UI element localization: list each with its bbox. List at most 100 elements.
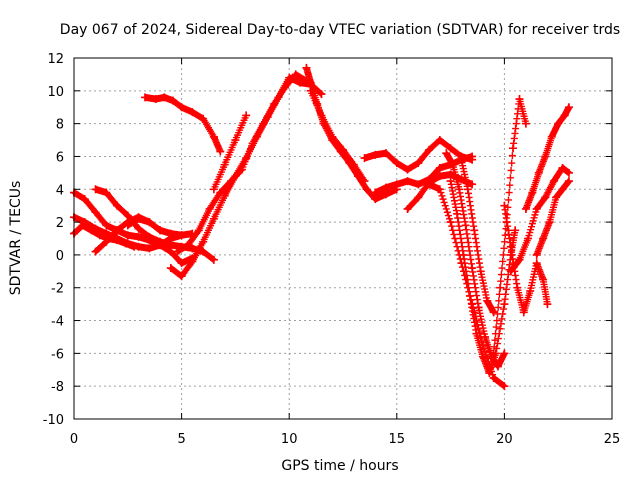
data-point [558,163,567,172]
data-point [403,165,412,174]
y-tick-label: 8 [56,118,64,133]
data-point [558,185,567,194]
y-tick-label: 0 [56,249,64,264]
series-arc-12 [306,86,369,186]
series-arc-7 [141,93,225,156]
y-tick-label: 6 [56,150,64,165]
data-point [496,283,505,292]
data-point [500,349,509,358]
data-point [123,231,132,240]
data-point [177,231,186,240]
data-point [521,204,530,213]
data-point [470,226,479,235]
data-point [362,185,371,194]
data-point [476,267,485,276]
data-point [489,373,498,382]
data-point [145,244,154,253]
data-point [242,111,251,120]
data-point [156,226,165,235]
data-point [91,185,100,194]
data-point [177,259,186,268]
data-point [474,303,483,312]
data-point [465,291,474,300]
data-point [360,154,369,163]
data-point [478,352,487,361]
series-arc-10 [209,111,251,194]
data-point [302,63,311,72]
data-point [468,152,477,161]
data-point [564,168,573,177]
data-point [554,119,563,128]
data-point [545,218,554,227]
data-point-markers [141,93,224,156]
data-point [541,193,550,202]
data-point [382,149,391,158]
data-point [184,241,193,250]
data-point [166,229,175,238]
data-point [435,163,444,172]
data-point [435,172,444,181]
data-point [541,152,550,161]
data-point [509,144,518,153]
data-point [506,267,515,276]
data-point [141,93,150,102]
data-point [526,287,535,296]
x-tick-label: 15 [389,432,406,447]
series-arc-13 [360,136,477,174]
data-point [259,119,268,128]
data-point-markers [302,64,401,203]
data-point [166,264,175,273]
data-point [543,300,552,309]
x-tick-label: 0 [70,432,78,447]
data-point [209,255,218,264]
y-tick-label: -2 [51,282,64,297]
data-point [371,150,380,159]
data-point [547,132,556,141]
data-point [511,226,520,235]
data-point [485,369,494,378]
data-point [564,177,573,186]
y-tick-label: 4 [56,183,64,198]
data-point [188,244,197,253]
data-point [317,111,326,120]
data-point [134,232,143,241]
data-point [134,214,143,223]
series-arc-18 [442,149,509,371]
y-axis-label: SDTVAR / TECUs [8,181,24,296]
data-point [552,193,561,202]
series-arc-19 [457,155,498,317]
data-point [448,160,457,169]
y-tick-label: -6 [51,347,64,362]
data-point [468,180,477,189]
data-point [80,195,89,204]
y-tick-label: 10 [47,85,64,100]
data-point [317,90,326,99]
data-point [102,188,111,197]
data-point [227,177,236,186]
data-point [194,226,203,235]
data-point [524,234,533,243]
data-point [113,226,122,235]
data-point [513,283,522,292]
data-point [113,236,122,245]
data-point [521,119,530,128]
data-point [564,103,573,112]
data-point [519,308,528,317]
data-point [209,185,218,194]
data-point [199,114,208,123]
data-point [371,188,380,197]
axis-ticks: 0 5 10 15 20 25 -10 -8 -6 -4 -2 0 2 4 6 8 10 12 [43,52,621,447]
data-point [220,160,229,169]
data-point [493,362,502,371]
series-arc-24 [532,177,573,259]
data-point [489,308,498,317]
data-point [455,185,464,194]
series-arc-23 [521,103,573,213]
data-point [166,241,175,250]
data-point [91,208,100,217]
data-point [173,247,182,256]
data-point [199,237,208,246]
data-point [414,159,423,168]
chart-title: Day 067 of 2024, Sidereal Day-to-day VTE… [60,22,620,38]
data-point [130,242,139,251]
